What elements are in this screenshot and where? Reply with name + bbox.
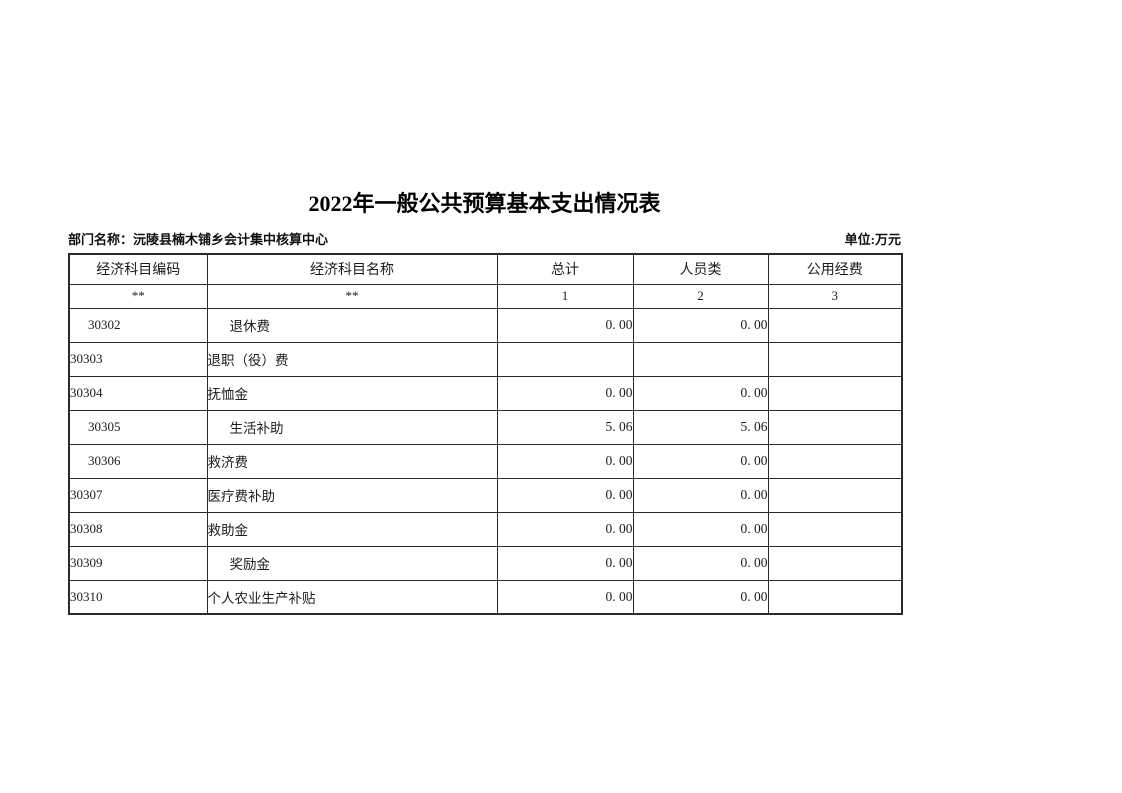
cell-name: 救助金 <box>206 511 498 547</box>
cell-code: 30302 <box>68 307 208 343</box>
cell-code: 30307 <box>68 477 208 513</box>
cell-personnel: 0. 00 <box>632 511 769 547</box>
table-row: 30306 救济费 0. 00 0. 00 <box>68 443 903 479</box>
cell-code: 30303 <box>68 341 208 377</box>
cell-public <box>767 307 903 343</box>
subheader-public: 3 <box>767 283 903 309</box>
table-row: 30304 抚恤金 0. 00 0. 00 <box>68 375 903 411</box>
cell-total: 0. 00 <box>496 443 634 479</box>
cell-total: 5. 06 <box>496 409 634 445</box>
column-header-total: 总计 <box>496 253 634 285</box>
subheader-total: 1 <box>496 283 634 309</box>
column-header-personnel: 人员类 <box>632 253 769 285</box>
cell-total: 0. 00 <box>496 477 634 513</box>
table-row: 30310 个人农业生产补贴 0. 00 0. 00 <box>68 579 903 615</box>
budget-table: 经济科目编码 经济科目名称 总计 人员类 公用经费 ** ** 1 2 3 30… <box>68 253 903 615</box>
cell-total: 0. 00 <box>496 545 634 581</box>
cell-name: 退职（役）费 <box>206 341 498 377</box>
cell-code: 30309 <box>68 545 208 581</box>
cell-public <box>767 511 903 547</box>
cell-public <box>767 375 903 411</box>
cell-total <box>496 341 634 377</box>
cell-public <box>767 579 903 615</box>
cell-total: 0. 00 <box>496 307 634 343</box>
subheader-row: ** ** 1 2 3 <box>68 283 903 309</box>
cell-public <box>767 545 903 581</box>
cell-name: 生活补助 <box>206 409 498 445</box>
cell-public <box>767 443 903 479</box>
table-row: 30305 生活补助 5. 06 5. 06 <box>68 409 903 445</box>
cell-name: 医疗费补助 <box>206 477 498 513</box>
cell-personnel: 0. 00 <box>632 307 769 343</box>
table-row: 30308 救助金 0. 00 0. 00 <box>68 511 903 547</box>
unit-label: 单位:万元 <box>844 232 901 247</box>
column-header-name: 经济科目名称 <box>206 253 498 285</box>
column-header-code: 经济科目编码 <box>68 253 208 285</box>
cell-name: 退休费 <box>206 307 498 343</box>
subheader-personnel: 2 <box>632 283 769 309</box>
page-title: 2022年一般公共预算基本支出情况表 <box>308 191 661 216</box>
cell-name: 个人农业生产补贴 <box>206 579 498 615</box>
cell-personnel <box>632 341 769 377</box>
cell-personnel: 5. 06 <box>632 409 769 445</box>
cell-personnel: 0. 00 <box>632 375 769 411</box>
department-name: 部门名称：沅陵县楠木铺乡会计集中核算中心 <box>68 232 329 247</box>
column-header-public: 公用经费 <box>767 253 903 285</box>
cell-code: 30308 <box>68 511 208 547</box>
table-row: 30303 退职（役）费 <box>68 341 903 377</box>
cell-name: 抚恤金 <box>206 375 498 411</box>
cell-public <box>767 341 903 377</box>
cell-personnel: 0. 00 <box>632 579 769 615</box>
table-row: 30302 退休费 0. 00 0. 00 <box>68 307 903 343</box>
cell-personnel: 0. 00 <box>632 477 769 513</box>
table-row: 30307 医疗费补助 0. 00 0. 00 <box>68 477 903 513</box>
cell-total: 0. 00 <box>496 511 634 547</box>
subheader-code: ** <box>68 283 208 309</box>
cell-code: 30310 <box>68 579 208 615</box>
cell-personnel: 0. 00 <box>632 443 769 479</box>
header-row: 经济科目编码 经济科目名称 总计 人员类 公用经费 <box>68 253 903 285</box>
cell-name: 救济费 <box>206 443 498 479</box>
cell-code: 30304 <box>68 375 208 411</box>
cell-total: 0. 00 <box>496 579 634 615</box>
cell-code: 30306 <box>68 443 208 479</box>
cell-public <box>767 409 903 445</box>
cell-personnel: 0. 00 <box>632 545 769 581</box>
subheader-name: ** <box>206 283 498 309</box>
cell-code: 30305 <box>68 409 208 445</box>
cell-total: 0. 00 <box>496 375 634 411</box>
cell-public <box>767 477 903 513</box>
meta-row: 部门名称：沅陵县楠木铺乡会计集中核算中心 单位:万元 <box>68 229 901 248</box>
table-row: 30309 奖励金 0. 00 0. 00 <box>68 545 903 581</box>
cell-name: 奖励金 <box>206 545 498 581</box>
